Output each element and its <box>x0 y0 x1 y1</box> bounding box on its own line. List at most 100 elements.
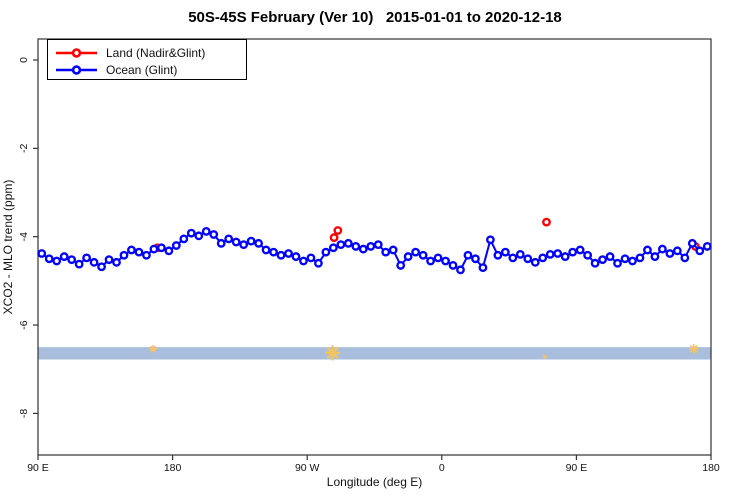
y-tick-label: -4 <box>18 232 30 241</box>
ocean-data-point <box>605 252 615 261</box>
ocean-data-point <box>284 249 293 258</box>
x-tick-label: 0 <box>439 462 445 474</box>
ocean-data-point <box>343 238 353 248</box>
ocean-data-point <box>613 258 622 268</box>
ocean-data-point <box>321 247 331 257</box>
ocean-data-point <box>127 245 136 255</box>
ocean-data-point <box>598 255 607 265</box>
ocean-data-point <box>583 250 593 260</box>
ocean-data-point <box>276 250 286 260</box>
ocean-data-point <box>239 240 249 250</box>
ocean-data-point <box>418 250 428 260</box>
ocean-data-point <box>351 242 361 251</box>
orange-asterisk-mark <box>688 344 699 354</box>
land-data-point <box>329 233 339 242</box>
ocean-data-point <box>396 261 406 270</box>
y-axis-title: XCO2 - MLO trend (ppm) <box>1 180 15 315</box>
ocean-data-point <box>201 226 211 236</box>
legend-item-ocean: Ocean (Glint) <box>56 63 177 77</box>
ocean-data-point <box>687 238 697 248</box>
orange-asterisk-mark <box>149 345 158 353</box>
ocean-data-point <box>254 238 263 248</box>
ocean-data-point <box>112 257 121 267</box>
land-data-point <box>542 217 551 227</box>
x-tick-label: 90 E <box>566 462 588 474</box>
ocean-data-point <box>523 254 533 264</box>
ocean-data-point <box>411 247 421 257</box>
ocean-data-point <box>403 252 413 261</box>
ocean-data-point <box>448 261 458 270</box>
ocean-data-point <box>59 252 69 261</box>
ocean-data-point <box>82 253 92 263</box>
ocean-data-point <box>433 253 443 263</box>
ocean-data-point <box>366 242 376 251</box>
ocean-data-point <box>216 238 226 248</box>
x-tick-label: 90 E <box>27 462 49 474</box>
ocean-data-point <box>373 240 383 250</box>
land-legend-marker-icon <box>71 48 82 58</box>
ocean-data-point <box>478 263 488 273</box>
x-tick-label: 180 <box>702 462 720 474</box>
ocean-data-point <box>628 256 637 266</box>
ocean-data-point <box>119 250 129 260</box>
orange-asterisk-mark <box>543 355 547 359</box>
ocean-data-point <box>553 249 563 258</box>
y-tick-label: -2 <box>18 144 30 153</box>
no-data-band-layer <box>38 347 711 360</box>
ocean-data-point <box>702 242 712 251</box>
orange-asterisk-mark <box>324 345 341 361</box>
x-axis-title: Longitude (deg E) <box>327 475 422 489</box>
ocean-data-point <box>530 257 540 267</box>
ocean-data-point <box>291 252 301 261</box>
ocean-data-point <box>650 252 660 261</box>
ocean-data-point <box>261 245 271 255</box>
ocean-data-point <box>52 256 62 266</box>
ocean-data-point <box>314 258 323 268</box>
orange-marks-layer <box>149 344 699 361</box>
ocean-data-point <box>568 247 578 257</box>
legend-item-land: Land (Nadir&Glint) <box>56 46 205 60</box>
ocean-data-point <box>538 253 548 263</box>
x-tick-label: 90 W <box>295 462 320 474</box>
y-tick-label: -6 <box>18 320 30 329</box>
ocean-data-point <box>209 230 219 239</box>
x-tick-label: 180 <box>164 462 182 474</box>
chart-title: 50S-45S February (Ver 10) 2015-01-01 to … <box>188 9 562 26</box>
legend-label-ocean: Ocean (Glint) <box>106 63 177 77</box>
ocean-data-point <box>500 247 510 257</box>
ocean-data-point <box>358 244 368 254</box>
ocean-data-point <box>179 234 189 244</box>
ocean-data-point <box>545 249 555 259</box>
ocean-data-point <box>269 247 278 257</box>
ocean-data-point <box>486 235 495 245</box>
ocean-data-point <box>493 250 503 260</box>
ocean-data-point <box>37 249 47 258</box>
ocean-data-point <box>657 244 667 254</box>
ocean-data-point <box>441 256 450 266</box>
ocean-data-point <box>620 254 630 264</box>
ocean-data-point <box>328 243 338 253</box>
y-tick-label: 0 <box>18 57 30 63</box>
ocean-data-point <box>104 255 114 265</box>
ocean-legend-marker-icon <box>71 65 82 75</box>
ocean-data-point <box>171 241 181 250</box>
ocean-data-point <box>643 245 652 255</box>
ocean-data-point <box>665 249 675 258</box>
ocean-data-point <box>471 254 480 264</box>
ocean-data-point <box>672 246 682 256</box>
ocean-data-point <box>134 247 144 257</box>
data-series-layer <box>37 217 712 275</box>
ocean-data-point <box>142 250 151 260</box>
ocean-data-point <box>456 265 465 275</box>
ocean-data-point <box>515 249 525 259</box>
ocean-data-point <box>246 236 256 246</box>
ocean-data-point <box>149 244 159 254</box>
ocean-data-point <box>67 255 77 265</box>
legend: Land (Nadir&Glint) Ocean (Glint) <box>47 39 247 80</box>
ocean-data-point <box>74 259 84 269</box>
ocean-data-point <box>299 256 308 266</box>
ocean-data-point <box>97 262 106 272</box>
axis-ticks-layer: 90 E 180 90 W 0 90 E 180 0 -2 -4 -6 -8 <box>18 57 720 474</box>
